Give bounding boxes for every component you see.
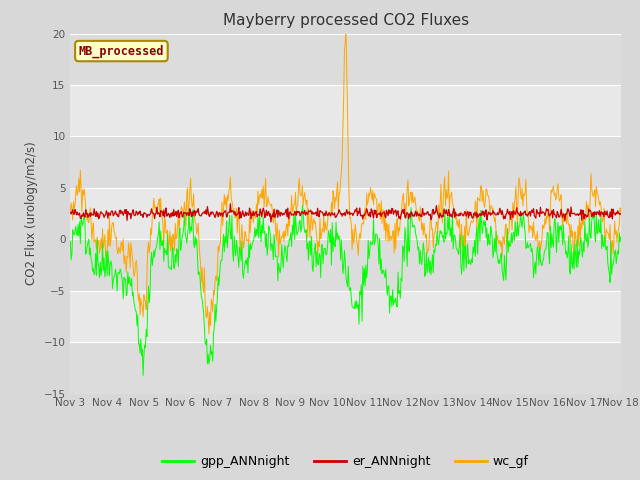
Bar — [70, 291, 621, 342]
Legend: gpp_ANNnight, er_ANNnight, wc_gf: gpp_ANNnight, er_ANNnight, wc_gf — [157, 450, 534, 473]
Bar — [70, 240, 621, 291]
Y-axis label: CO2 Flux (urology/m2/s): CO2 Flux (urology/m2/s) — [25, 142, 38, 286]
Bar — [70, 85, 621, 136]
Text: MB_processed: MB_processed — [79, 44, 164, 58]
Bar — [70, 342, 621, 394]
Bar — [70, 188, 621, 240]
Bar — [70, 136, 621, 188]
Title: Mayberry processed CO2 Fluxes: Mayberry processed CO2 Fluxes — [223, 13, 468, 28]
Bar — [70, 34, 621, 85]
